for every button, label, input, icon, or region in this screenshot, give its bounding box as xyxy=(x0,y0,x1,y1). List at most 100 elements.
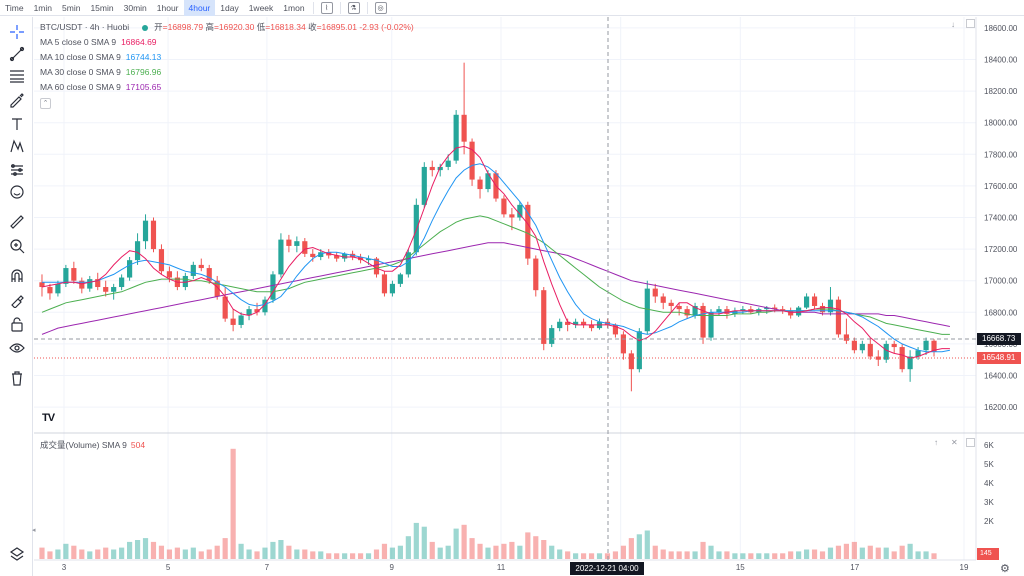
indicator-row[interactable]: MA 5 close 0 SMA 9 16864.69 xyxy=(40,35,414,50)
volume-bar xyxy=(174,547,180,559)
time-tick: 5 xyxy=(166,563,171,572)
candle-body xyxy=(859,343,865,351)
volume-bar xyxy=(39,547,45,559)
volume-bar xyxy=(660,549,666,559)
candle-body xyxy=(573,321,579,325)
timeframe-15min[interactable]: 15min xyxy=(90,2,114,13)
pattern-tool-icon[interactable] xyxy=(8,137,26,155)
ma10-line xyxy=(42,163,950,353)
volume-tick: 4K xyxy=(984,479,994,488)
market-status-dot xyxy=(142,24,149,31)
candle-body xyxy=(79,280,85,289)
volume-bar xyxy=(214,545,220,559)
timeframe-4hour[interactable]: 4hour xyxy=(183,0,216,16)
volume-bar xyxy=(373,549,380,559)
grid xyxy=(34,17,976,560)
layers-icon[interactable] xyxy=(8,545,26,563)
scroll-left-icon[interactable]: ◂ xyxy=(32,527,36,534)
candle-body xyxy=(71,268,77,281)
timeframe-1week[interactable]: 1week xyxy=(248,2,274,13)
volume-bar xyxy=(95,549,101,559)
pane-down-icon[interactable]: ↓ xyxy=(951,20,955,29)
timeframe-1mon[interactable]: 1mon xyxy=(283,2,305,13)
timeframe-1min[interactable]: 1min xyxy=(33,2,53,13)
zoom-in-icon[interactable] xyxy=(8,237,26,255)
indicators-icon[interactable]: ⚗ xyxy=(347,1,360,14)
candle-body xyxy=(198,264,204,269)
volume-bar xyxy=(134,540,141,559)
indicator-row[interactable]: MA 10 close 0 SMA 9 16744.13 xyxy=(40,50,414,65)
volume-bar xyxy=(127,541,133,559)
volume-bar xyxy=(421,526,427,559)
brush-tool-icon[interactable] xyxy=(8,91,26,109)
volume-bar xyxy=(150,541,157,559)
trend-line-tool-icon[interactable] xyxy=(8,45,26,63)
text-tool-icon[interactable] xyxy=(8,115,26,133)
candle-body xyxy=(373,258,380,275)
volume-bar xyxy=(668,551,674,559)
timeframe-Time[interactable]: Time xyxy=(5,2,24,13)
candle-body xyxy=(875,356,881,360)
lock-drawing-icon[interactable] xyxy=(8,291,26,309)
pane-close-icon[interactable]: ✕ xyxy=(951,438,958,447)
settings-gear-icon[interactable]: ⚙ xyxy=(1000,563,1010,575)
price-tick: 16400.00 xyxy=(984,372,1018,381)
candle-body xyxy=(63,268,69,284)
candle-body xyxy=(803,296,810,308)
candle-body xyxy=(525,204,531,259)
trash-icon[interactable] xyxy=(8,369,26,387)
volume-bar xyxy=(756,553,762,559)
volume-bar xyxy=(437,547,443,559)
timeframe-1day[interactable]: 1day xyxy=(220,2,239,13)
lock-icon[interactable] xyxy=(8,315,26,333)
volume-label[interactable]: 成交量(Volume) SMA 9 xyxy=(40,440,127,450)
symbol-title[interactable]: BTC/USDT · 4h · Huobi xyxy=(40,22,130,32)
volume-value: 504 xyxy=(130,440,146,450)
tradingview-logo: TV xyxy=(42,412,55,424)
candle-body xyxy=(620,334,626,354)
volume-bar xyxy=(262,547,268,559)
magnet-icon[interactable] xyxy=(8,267,26,285)
pane-maximize-icon[interactable] xyxy=(966,19,975,28)
volume-bar xyxy=(246,549,252,559)
screenshot-icon[interactable]: ◎ xyxy=(374,1,387,14)
candle-body xyxy=(127,260,133,278)
emoji-tool-icon[interactable] xyxy=(8,183,26,201)
volume-bar xyxy=(350,553,356,559)
pane-maximize-icon-2[interactable] xyxy=(966,438,975,447)
candle-body xyxy=(246,309,252,316)
volume-bar xyxy=(748,553,754,559)
candle-body xyxy=(724,309,730,314)
timeframe-5min[interactable]: 5min xyxy=(62,2,81,13)
fib-tool-icon[interactable] xyxy=(8,67,26,85)
pane-up-icon[interactable]: ↑ xyxy=(934,438,938,447)
candle-body xyxy=(254,309,260,313)
chart-type-icon[interactable]: ⌇ xyxy=(320,1,333,14)
volume-bar xyxy=(198,551,204,559)
volume-bar xyxy=(541,540,547,559)
indicator-row[interactable]: MA 60 close 0 SMA 9 17105.65 xyxy=(40,80,414,95)
volume-bar xyxy=(843,543,849,559)
candle-body xyxy=(772,307,778,310)
volume-bar xyxy=(811,549,818,559)
volume-bar xyxy=(47,551,53,559)
volume-bar xyxy=(158,545,165,559)
ruler-tool-icon[interactable] xyxy=(8,213,26,231)
indicator-row[interactable]: MA 30 close 0 SMA 9 16796.96 xyxy=(40,65,414,80)
volume-bar xyxy=(740,553,746,559)
candle-body xyxy=(39,282,45,288)
volume-bar xyxy=(628,538,634,559)
timeframe-30min[interactable]: 30min xyxy=(123,2,147,13)
left-drawing-toolbar xyxy=(0,17,33,576)
prediction-tool-icon[interactable] xyxy=(8,161,26,179)
crosshair-tool-icon[interactable] xyxy=(8,23,26,41)
volume-bar xyxy=(493,545,499,559)
close-value: =16895.01 xyxy=(316,22,357,32)
eye-icon[interactable] xyxy=(8,339,26,357)
volume-bar xyxy=(270,541,276,559)
candle-body xyxy=(262,299,268,313)
collapse-legend-button[interactable]: ⌃ xyxy=(40,98,51,109)
timeframe-1hour[interactable]: 1hour xyxy=(156,2,179,13)
volume-bar xyxy=(87,551,93,559)
